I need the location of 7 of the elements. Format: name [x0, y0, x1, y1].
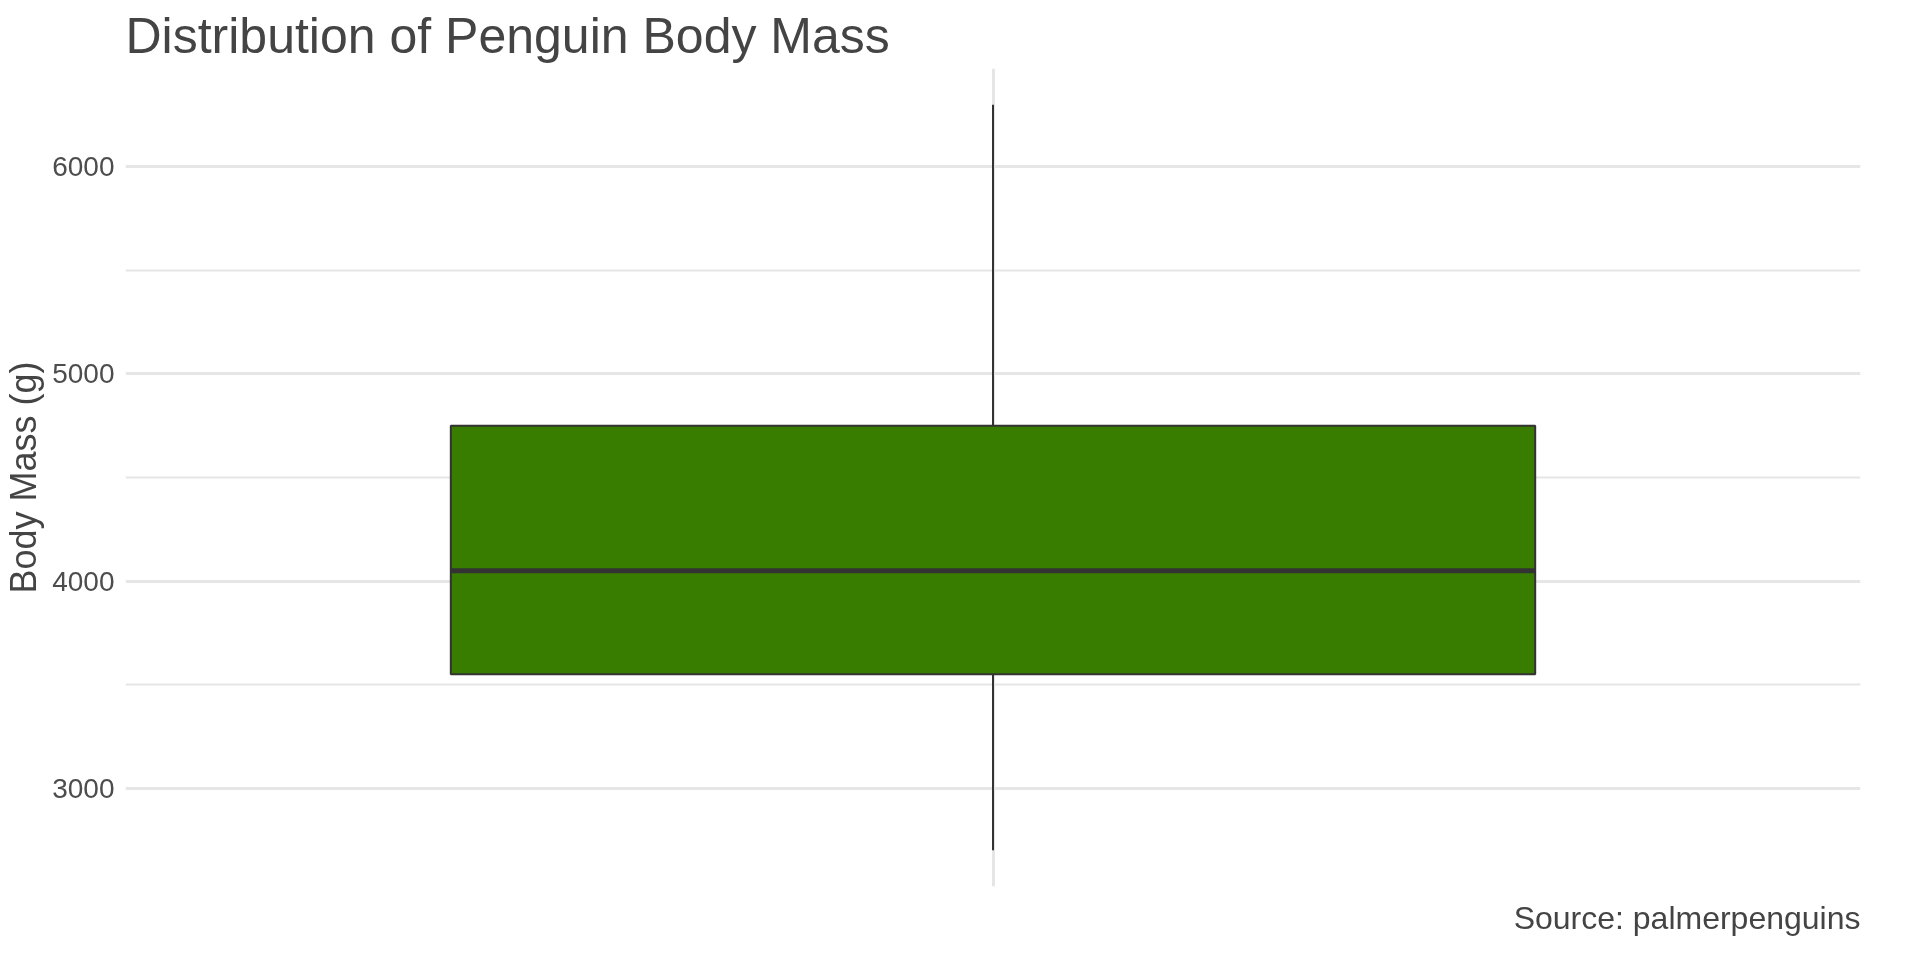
source-note: Source: palmerpenguins: [1513, 899, 1861, 936]
y-tick-label: 4000: [52, 565, 115, 597]
y-tick-label: 6000: [52, 151, 115, 183]
chart-title: Distribution of Penguin Body Mass: [125, 7, 890, 64]
y-tick-label: 3000: [52, 772, 115, 804]
y-axis-title: Body Mass (g): [3, 361, 45, 594]
y-tick-label: 5000: [52, 358, 115, 390]
